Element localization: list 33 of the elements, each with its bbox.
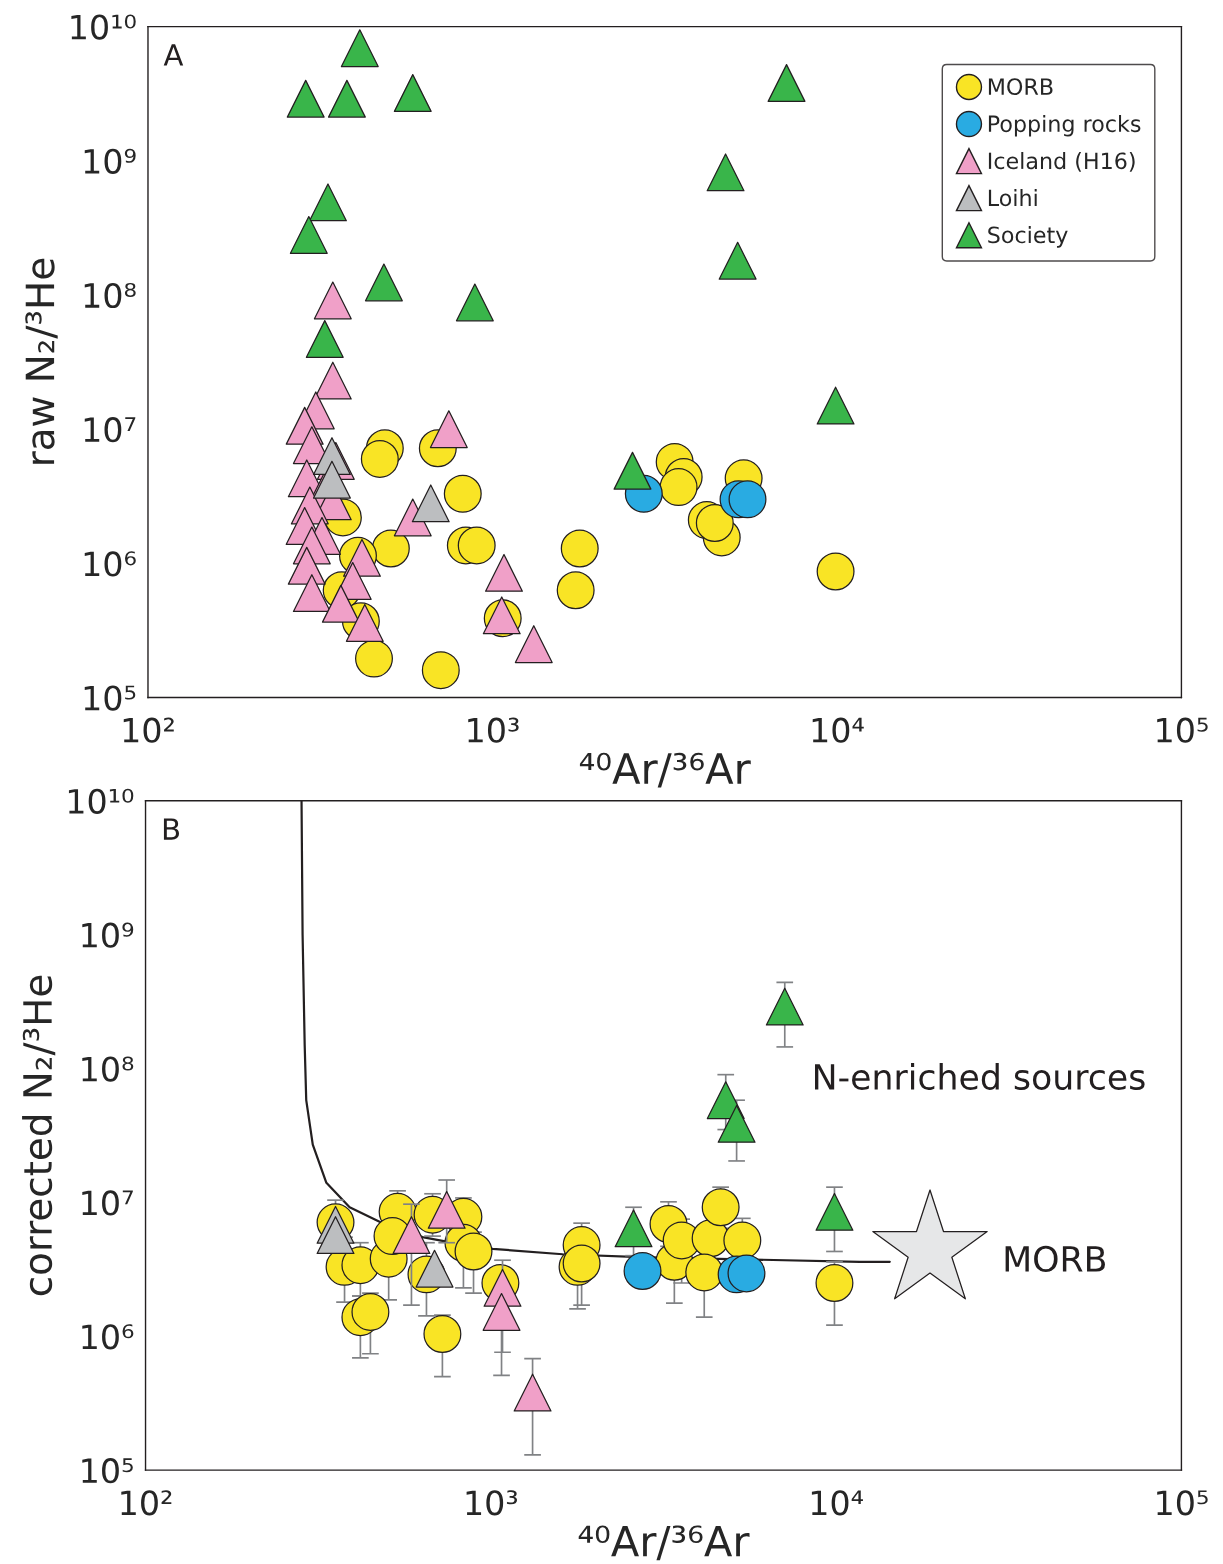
- x-tick-label: 10²: [123, 717, 174, 743]
- legend-label: Society: [988, 226, 1068, 248]
- x-axis-title: ⁴⁰Ar/³⁶Ar: [578, 1525, 750, 1561]
- x-tick-label: 10³: [466, 1490, 518, 1516]
- y-tick-label: 10⁸: [84, 282, 136, 309]
- x-tick-label: 10³: [468, 717, 519, 743]
- legend-label: MORB: [988, 78, 1053, 96]
- annotation: A: [163, 44, 184, 66]
- y-axis-title: raw N₂/³He: [25, 258, 58, 464]
- x-tick-label: 10⁴: [811, 1490, 863, 1516]
- y-tick-label: 10¹⁰: [71, 14, 136, 40]
- y-tick-label: 10⁹: [84, 148, 136, 174]
- y-tick-label: 10⁵: [84, 685, 136, 711]
- x-tick-label: 10⁵: [1157, 1490, 1208, 1516]
- y-tick-label: 10¹⁰: [68, 788, 134, 814]
- x-tick-label: 10⁵: [1157, 717, 1208, 743]
- y-tick-label: 10⁷: [82, 1190, 133, 1216]
- legend-label: Popping rocks: [988, 114, 1141, 137]
- y-tick-label: 10⁶: [84, 551, 136, 577]
- y-tick-label: 10⁵: [82, 1458, 133, 1484]
- annotation: B: [163, 818, 180, 840]
- legend-label: Loihi: [988, 189, 1037, 207]
- x-tick-label: 10⁴: [812, 717, 864, 743]
- legend-label: Iceland (H16): [988, 152, 1135, 172]
- annotation: N-enriched sources: [815, 1063, 1145, 1090]
- y-tick-label: 10⁷: [84, 417, 136, 443]
- x-tick-label: 10²: [121, 1490, 172, 1516]
- y-tick-label: 10⁸: [82, 1056, 134, 1082]
- y-tick-label: 10⁶: [82, 1324, 134, 1350]
- x-axis-title: ⁴⁰Ar/³⁶Ar: [579, 752, 751, 788]
- annotation: MORB: [1005, 1245, 1105, 1273]
- y-tick-label: 10⁹: [82, 922, 134, 948]
- y-axis-title: corrected N₂/³He: [22, 975, 56, 1296]
